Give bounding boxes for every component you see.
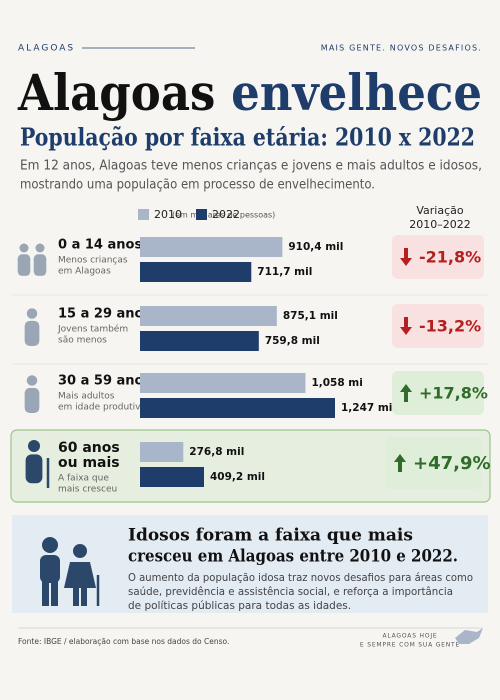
person-icon-head	[35, 243, 45, 253]
header-left: ALAGOAS	[18, 44, 75, 54]
bar	[140, 306, 277, 326]
value-label: 711,7 mil	[257, 266, 312, 278]
person-icon-head	[26, 375, 38, 386]
bar	[140, 398, 335, 418]
value-label: 409,2 mil	[210, 471, 265, 483]
footer-brand: E SEMPRE COM SUA GENTE	[360, 642, 460, 649]
person-icon-body	[25, 454, 43, 484]
bar	[140, 262, 252, 282]
person-icon-head	[19, 243, 29, 253]
category-note: em Alagoas	[58, 267, 111, 277]
footer-source: Fonte: IBGE / elaboração com base nos da…	[18, 637, 229, 646]
person-icon-body	[24, 320, 40, 347]
callout-body: O aumento da população idosa traz novos …	[128, 572, 473, 584]
change-title: 2010–2022	[409, 218, 471, 231]
change-label: -21,8%	[419, 248, 481, 267]
value-label: 1,247 mi	[341, 402, 392, 414]
change-title: Variação	[416, 204, 464, 217]
change-label: +17,8%	[419, 384, 488, 403]
title-main: Alagoas	[17, 63, 215, 122]
category-note: Menos crianças	[58, 256, 128, 266]
header-right: MAIS GENTE. NOVOS DESAFIOS.	[321, 44, 482, 53]
value-label: 276,8 mil	[189, 446, 244, 458]
bar	[140, 467, 204, 487]
change-badge	[392, 371, 484, 415]
category-note: são menos	[58, 336, 107, 346]
change-arrow	[400, 384, 412, 402]
callout-body: de políticas públicas para todas as idad…	[128, 600, 351, 612]
callout-body: saúde, previdência e assistência social,…	[128, 586, 453, 598]
change-arrow	[400, 248, 412, 266]
value-label: 910,4 mil	[288, 241, 343, 253]
category-label: 60 anos	[58, 440, 120, 456]
person-icon-head	[26, 308, 38, 319]
category-note: mais cresceu	[58, 485, 117, 495]
change-label: +47,9%	[413, 453, 491, 474]
category-label: 30 a 59 anos	[58, 374, 151, 389]
change-badge	[392, 304, 484, 348]
highlight-box	[10, 429, 491, 503]
person-icon-body	[17, 254, 31, 276]
change-arrow	[400, 317, 412, 335]
bar	[140, 237, 283, 257]
category-label: 0 a 14 anos	[58, 238, 142, 253]
category-label: ou mais	[58, 455, 120, 471]
bar	[140, 331, 259, 351]
elderly-couple-icon	[40, 537, 100, 606]
description-line: mostrando uma população em processo de e…	[20, 178, 375, 193]
change-badge	[386, 437, 482, 489]
footer-map-icon	[455, 628, 483, 644]
unit-note: (em milhares de pessoas)	[172, 211, 275, 220]
category-note: em idade produtiva	[58, 403, 146, 413]
description-line: Em 12 anos, Alagoas teve menos crianças …	[20, 159, 482, 174]
value-label: 759,8 mil	[265, 335, 320, 347]
change-badge	[392, 235, 484, 279]
person-icon-body	[24, 387, 40, 414]
bar	[140, 373, 306, 393]
change-arrow	[394, 454, 406, 472]
bar	[140, 442, 184, 462]
callout-box	[12, 515, 488, 613]
change-label: -13,2%	[419, 317, 481, 336]
title-highlight: envelhece	[231, 63, 482, 122]
value-label: 1,058 mi	[311, 377, 362, 389]
category-note: A faixa que	[58, 474, 109, 484]
legend-swatch	[196, 209, 207, 220]
category-label: 15 a 29 anos	[58, 307, 151, 322]
callout-title: Idosos foram a faixa que mais	[128, 526, 413, 546]
value-label: 875,1 mil	[283, 310, 338, 322]
person-icon-body	[33, 254, 47, 276]
legend-swatch	[138, 209, 149, 220]
legend-label: 2010	[154, 208, 182, 221]
title: Alagoas envelhece	[17, 63, 482, 122]
callout-title: cresceu em Alagoas entre 2010 e 2022.	[128, 547, 458, 567]
person-icon-head	[28, 440, 40, 452]
subtitle: População por faixa etária: 2010 x 2022	[20, 123, 475, 152]
category-note: Mais adultos	[58, 392, 115, 402]
legend-label: 2022	[212, 208, 240, 221]
footer-brand: ALAGOAS HOJE	[382, 633, 437, 640]
category-note: Jovens também	[57, 324, 128, 335]
